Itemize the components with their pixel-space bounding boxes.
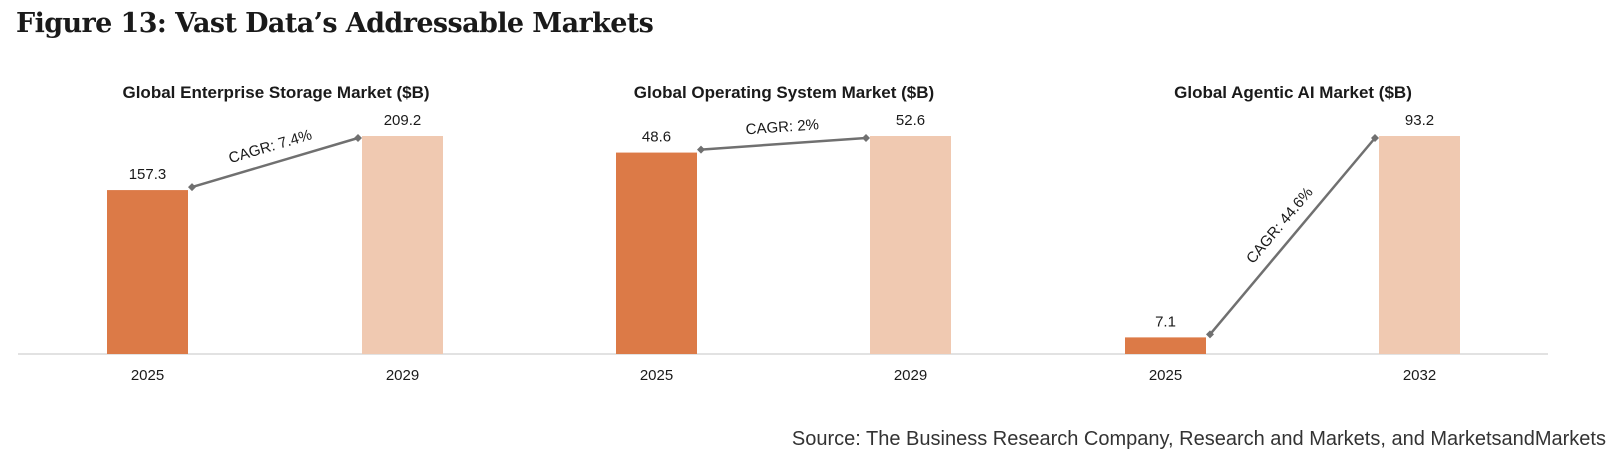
bar-1-2029 [362, 136, 443, 354]
chart-title-2: Global Operating System Market ($B) [634, 83, 934, 102]
cagr-marker-3-start [1206, 330, 1214, 339]
x-tick-label-3-2032: 2032 [1403, 367, 1436, 384]
bar-3-2032 [1379, 136, 1460, 354]
x-tick-label-2-2029: 2029 [894, 367, 927, 384]
cagr-marker-2-end [862, 134, 870, 142]
value-label-3-2025: 7.1 [1155, 313, 1176, 330]
value-label-2-2029: 52.6 [896, 112, 925, 129]
bar-2-2025 [616, 152, 697, 354]
bar-2-2029 [870, 136, 951, 354]
cagr-connector-3 [1209, 137, 1376, 336]
x-tick-label-1-2029: 2029 [386, 367, 419, 384]
chart-title-3: Global Agentic AI Market ($B) [1174, 83, 1412, 102]
cagr-marker-2-start [697, 145, 705, 154]
figure-title: Figure 13: Vast Data’s Addressable Marke… [16, 8, 654, 39]
value-label-2-2025: 48.6 [642, 129, 671, 146]
x-tick-label-2-2025: 2025 [640, 367, 673, 384]
value-label-3-2032: 93.2 [1405, 112, 1434, 129]
cagr-connector-1 [191, 136, 359, 189]
cagr-label-1: CAGR: 7.4% [227, 126, 314, 167]
chart-title-1: Global Enterprise Storage Market ($B) [122, 83, 429, 102]
value-label-1-2025: 157.3 [129, 166, 167, 183]
value-label-1-2029: 209.2 [384, 112, 422, 129]
cagr-label-3: CAGR: 44.6% [1243, 184, 1317, 267]
cagr-connector-2 [700, 136, 867, 151]
cagr-label-2: CAGR: 2% [745, 116, 819, 138]
cagr-marker-1-end [354, 134, 362, 142]
x-tick-label-3-2025: 2025 [1149, 367, 1182, 384]
bar-1-2025 [107, 190, 188, 354]
source-note: Source: The Business Research Company, R… [791, 428, 1606, 450]
cagr-marker-1-start [188, 183, 196, 192]
x-tick-label-1-2025: 2025 [131, 367, 164, 384]
bar-3-2025 [1125, 337, 1206, 354]
cagr-marker-3-end [1371, 134, 1379, 142]
